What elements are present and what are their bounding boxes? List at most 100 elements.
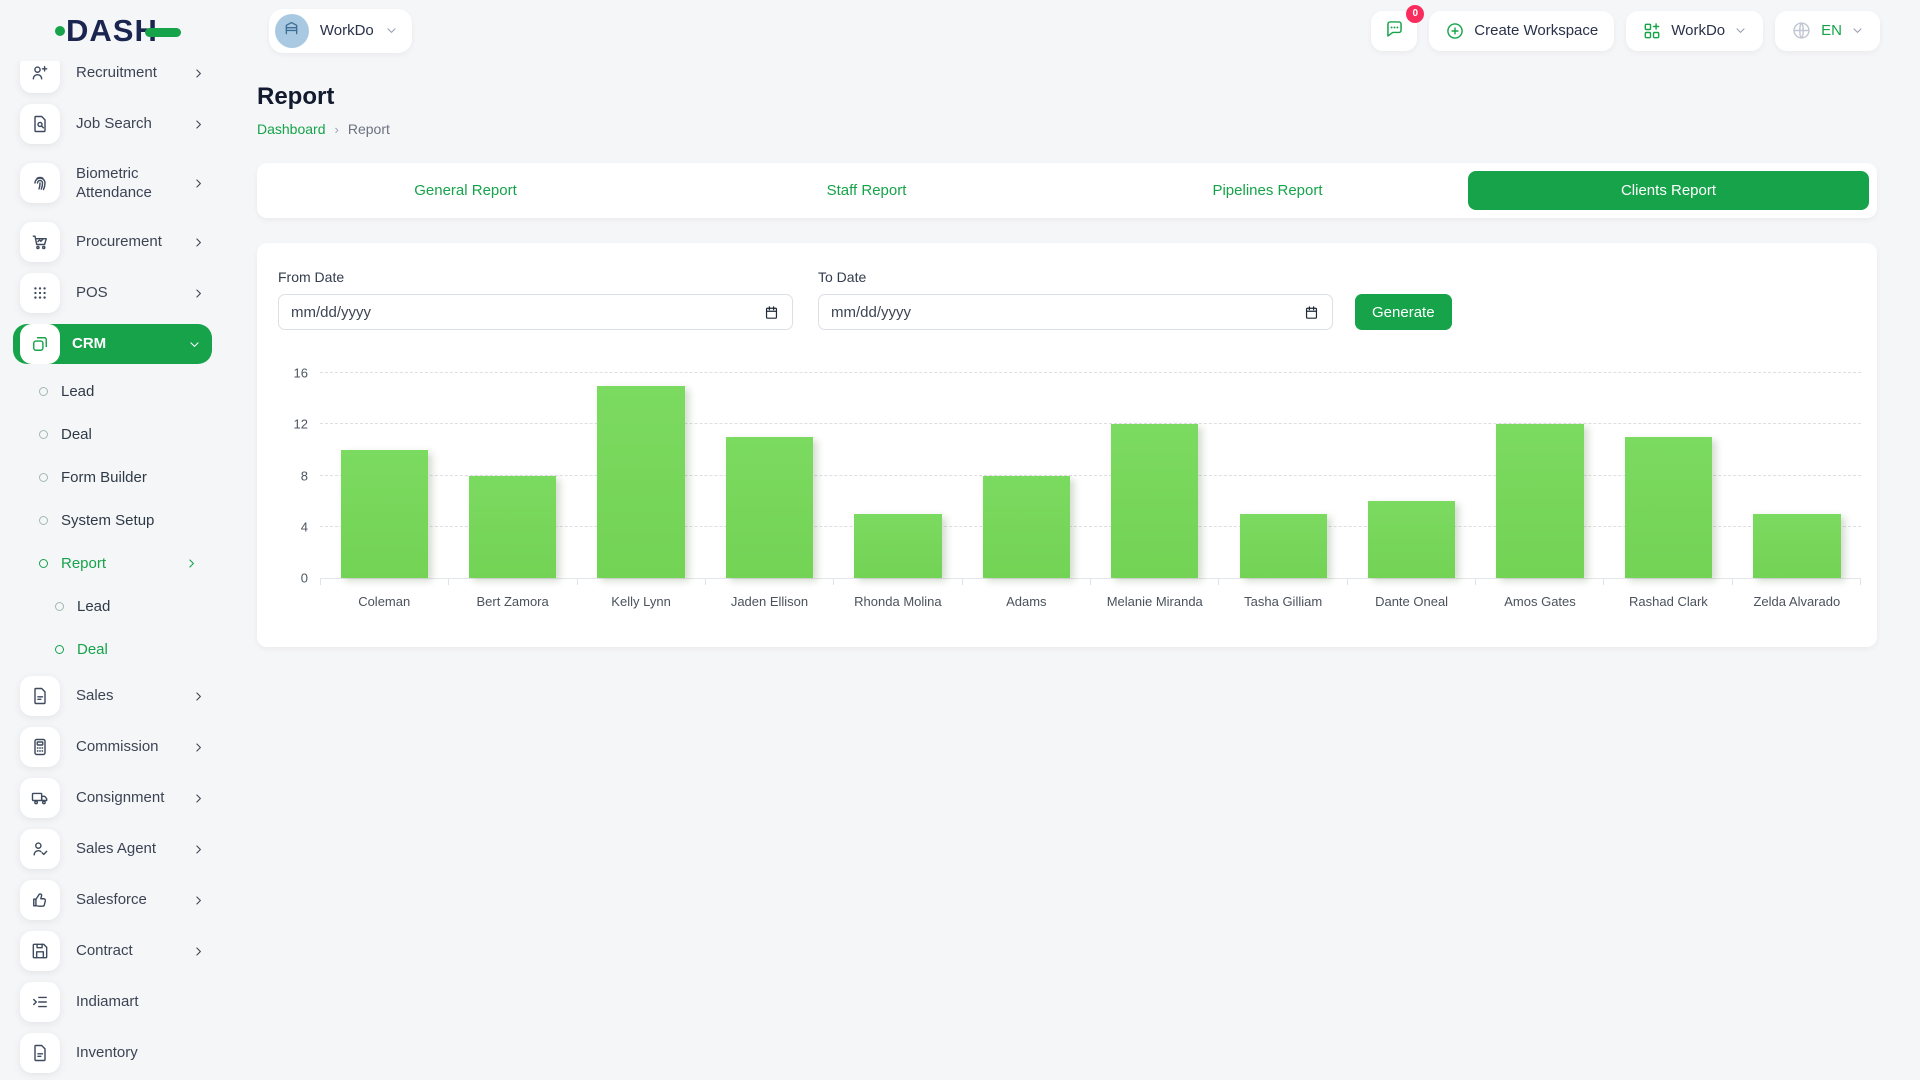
language-selector[interactable]: EN	[1775, 10, 1880, 51]
tab-staff-report[interactable]: Staff Report	[826, 182, 907, 199]
tab-general-report[interactable]: General Report	[414, 182, 517, 199]
from-date-input[interactable]: mm/dd/yyyy	[278, 294, 793, 330]
logo-accent-dot-icon	[55, 25, 65, 36]
sidebar-item-commission[interactable]: Commission	[13, 727, 212, 767]
calendar-icon[interactable]	[1303, 304, 1320, 321]
breadcrumb-separator: ›	[334, 121, 339, 137]
bullet-icon	[39, 429, 48, 439]
grid-dots-icon	[20, 273, 60, 313]
bar-coleman	[340, 449, 428, 578]
x-axis-tick-label: Rashad Clark	[1629, 594, 1708, 609]
x-axis-tick-label: Adams	[1006, 594, 1047, 609]
sidebar-item-indiamart[interactable]: Indiamart	[13, 982, 212, 1022]
chevron-right-icon	[192, 843, 205, 856]
chart-plot-area: 0 4 8 12 16	[294, 366, 1861, 586]
sidebar-item-biometric-attendance[interactable]: Biometric Attendance	[13, 155, 212, 211]
tab-pipelines-report[interactable]: Pipelines Report	[1212, 182, 1323, 199]
app-menu-button[interactable]: WorkDo	[1626, 10, 1764, 51]
create-workspace-button[interactable]: Create Workspace	[1429, 10, 1615, 51]
tick	[1348, 579, 1476, 585]
messages-badge: 0	[1406, 4, 1425, 23]
x-axis-tick-label: Bert Zamora	[476, 594, 549, 609]
sidebar-subitem-report[interactable]: Report	[13, 547, 212, 579]
chart-column-amos-gates	[1476, 374, 1604, 578]
bar-dante-oneal	[1367, 501, 1456, 578]
chart-column-adams	[962, 374, 1090, 578]
floppy-icon	[20, 931, 60, 971]
sidebar-item-label: Salesforce	[76, 891, 147, 909]
generate-button[interactable]: Generate	[1355, 294, 1452, 330]
sidebar-item-procurement[interactable]: Procurement	[13, 222, 212, 262]
bar-jaden-ellison	[725, 437, 814, 578]
create-workspace-label: Create Workspace	[1474, 22, 1599, 39]
tick	[320, 579, 450, 585]
x-axis-labels: Coleman Bert Zamora Kelly Lynn Jaden Elliso…	[320, 594, 1861, 609]
page-title: Report	[257, 83, 335, 110]
sidebar-item-sales-agent[interactable]: Sales Agent	[13, 829, 212, 869]
sidebar-item-label: Consignment	[76, 789, 165, 807]
chart-column-dante-oneal	[1347, 374, 1475, 578]
sidebar-item-crm[interactable]: CRM	[13, 324, 212, 364]
sidebar-subitem-lead[interactable]: Lead	[13, 375, 212, 407]
bar-kelly-lynn	[597, 385, 685, 578]
sidebar-item-label: Sales	[76, 687, 114, 705]
sidebar-item-pos[interactable]: POS	[13, 273, 212, 313]
bullet-icon	[55, 601, 64, 611]
sidebar-item-label: Contract	[76, 942, 133, 960]
gridline	[320, 372, 1861, 373]
sidebar-item-consignment[interactable]: Consignment	[13, 778, 212, 818]
breadcrumb-dashboard-link[interactable]: Dashboard	[257, 121, 326, 137]
sidebar-item-label: Inventory	[76, 1044, 138, 1062]
tick	[1091, 579, 1220, 585]
to-date-input[interactable]: mm/dd/yyyy	[818, 294, 1333, 330]
sidebar-subitem-deal[interactable]: Deal	[13, 418, 212, 450]
clients-report-card: From Date mm/dd/yyyy To Date mm/dd/yyyy	[257, 243, 1877, 647]
x-axis-ticks	[320, 579, 1861, 585]
chevron-down-icon	[1734, 24, 1747, 37]
sidebar-item-recruitment[interactable]: Recruitment	[13, 61, 212, 93]
plus-circle-icon	[1445, 21, 1465, 41]
tick	[706, 579, 835, 585]
layout: Recruitment Job Search Biometric Attendanc…	[0, 61, 1920, 1080]
sidebar-subitem-system-setup[interactable]: System Setup	[13, 504, 212, 536]
chevron-down-icon	[188, 338, 201, 351]
tab-clients-report[interactable]: Clients Report	[1468, 171, 1869, 210]
thumbs-up-icon	[20, 880, 60, 920]
chart-column-jaden-ellison	[705, 374, 833, 578]
messages-button[interactable]: 0	[1371, 4, 1425, 51]
sidebar-item-inventory[interactable]: Inventory	[13, 1033, 212, 1073]
calendar-icon[interactable]	[763, 304, 780, 321]
chart-column-tasha-gilliam	[1219, 374, 1347, 578]
tick	[1733, 579, 1861, 585]
to-date-label: To Date	[818, 269, 867, 285]
sidebar-subitem-deal[interactable]: Deal	[13, 633, 212, 665]
copy-icon	[20, 324, 60, 364]
sidebar-subitem-lead[interactable]: Lead	[13, 590, 212, 622]
sidebar-item-label: Indiamart	[76, 993, 139, 1011]
sidebar-item-salesforce[interactable]: Salesforce	[13, 880, 212, 920]
bullet-icon	[39, 472, 48, 482]
bullet-icon	[55, 644, 64, 654]
sidebar-subitem-form-builder[interactable]: Form Builder	[13, 461, 212, 493]
sidebar-subitem-label: System Setup	[61, 511, 155, 529]
y-axis-tick-label: 4	[300, 519, 308, 535]
gridline	[320, 474, 1861, 476]
workspace-avatar	[274, 13, 309, 48]
user-plus-icon	[20, 61, 60, 93]
chat-bubble-icon	[1384, 18, 1405, 44]
brand-logo[interactable]: DASH	[55, 15, 181, 46]
x-axis-tick-label: Melanie Miranda	[1106, 594, 1203, 609]
truck-icon	[20, 778, 60, 818]
bar-amos-gates	[1496, 424, 1584, 578]
x-axis-tick-label: Kelly Lynn	[611, 594, 671, 609]
sidebar-item-contract[interactable]: Contract	[13, 931, 212, 971]
workspace-switcher[interactable]: WorkDo	[268, 8, 412, 53]
bar-tasha-gilliam	[1239, 513, 1327, 578]
chart-column-kelly-lynn	[577, 374, 705, 578]
sidebar-item-job-search[interactable]: Job Search	[13, 104, 212, 144]
chevron-right-icon	[192, 690, 205, 703]
sidebar-item-sales[interactable]: Sales	[13, 676, 212, 716]
x-axis-tick-label: Zelda Alvarado	[1753, 594, 1841, 609]
chart-column-melanie-miranda	[1091, 374, 1219, 578]
tick	[1604, 579, 1733, 585]
